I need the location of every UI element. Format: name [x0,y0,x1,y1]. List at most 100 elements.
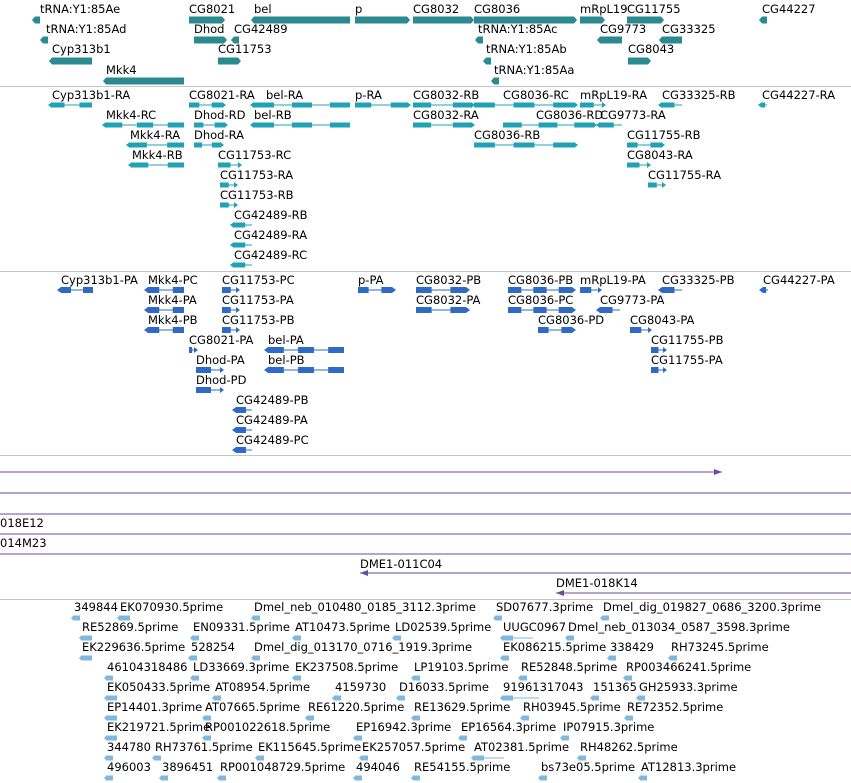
feature-cg8036-rc[interactable] [474,102,578,108]
est-dmel-neb-010480-0185-3112-3prime[interactable] [251,615,260,621]
feature-trna-y1-85ab[interactable] [483,57,491,65]
est-at08954-5prime[interactable] [212,695,221,701]
feature-cg33325-rb[interactable] [658,102,682,108]
feature-cg8021[interactable] [189,16,225,24]
feature-cg42489-pc[interactable] [232,447,252,453]
feature-cg11755-pa[interactable] [651,367,667,373]
feature-bel[interactable] [251,16,350,24]
est-ek257057-5prime[interactable] [359,755,368,761]
feature-p-ra[interactable] [355,102,411,108]
est-ek237508-5prime[interactable] [292,675,301,681]
feature-dhod-ra[interactable] [194,142,224,148]
feature-mkk4-pb[interactable] [144,327,184,333]
est-338429[interactable] [607,655,616,661]
est-ek050433-5prime[interactable] [104,695,117,701]
feature-cg42489-rc[interactable] [230,262,252,268]
feature-cg11753-rc[interactable] [218,162,242,168]
feature-cg11755-rb[interactable] [627,142,665,148]
est-dmel-dig-013170-0716-1919-3prime[interactable] [251,655,260,661]
feature-mkk4-rb[interactable] [128,162,184,168]
est-ld33669-3prime[interactable] [190,675,199,681]
feature-dhod-rd[interactable] [194,122,228,128]
feature-cg8032-pa[interactable] [416,307,470,313]
est-ep16942-3prime[interactable] [353,735,362,741]
est-ip07915-3prime[interactable] [560,735,569,741]
feature-cg42489-ra[interactable] [230,242,252,248]
est-sd07677-3prime[interactable] [493,615,502,621]
est-at02381-5prime[interactable] [471,755,504,761]
feature-cg11755-pb[interactable] [651,347,667,353]
est-349844[interactable] [71,615,80,621]
feature-cg8036[interactable] [474,16,577,24]
feature-cg9773-pa[interactable] [596,307,620,313]
feature-mrpl19[interactable] [580,16,605,24]
est-at12813-3prime[interactable] [638,775,647,781]
est-494046[interactable] [353,775,362,781]
est-rh48262-5prime[interactable] [577,755,586,761]
feature-mrpl19-ra[interactable] [580,102,606,108]
feature-mkk4-pc[interactable] [144,287,184,293]
feature-cg8043-ra[interactable] [627,162,651,168]
feature-cg8036-rb[interactable] [474,142,578,148]
feature-cg11753-pa[interactable] [222,307,240,313]
feature-dhod[interactable] [194,36,227,44]
clone-line[interactable] [0,469,722,475]
feature-cyp313b1[interactable] [49,57,92,65]
est-rp003466241-5prime[interactable] [623,675,632,681]
feature-cg8032[interactable] [413,16,474,24]
est-ek115645-5prime[interactable] [255,755,264,761]
feature-cg44227-pa[interactable] [759,287,768,293]
est-151365[interactable] [590,695,599,701]
feature-cg11753-pb[interactable] [222,327,240,333]
est-rh73245-5prime[interactable] [668,655,677,661]
est-3896451[interactable] [159,775,168,781]
feature-cg8043[interactable] [628,57,651,65]
feature-cg11755-ra[interactable] [648,182,666,188]
est-rh03945-5prime[interactable] [520,715,529,721]
feature-cg9773[interactable] [597,36,622,44]
feature-cg8043-pa[interactable] [630,327,652,333]
est-re52869-5prime[interactable] [79,635,92,641]
clone-dme1-011c04[interactable] [360,570,851,576]
est-rh73761-5prime[interactable] [152,755,161,761]
feature-cg44227[interactable] [759,16,767,24]
feature-cyp313b1-ra[interactable] [48,102,92,108]
est-re52848-5prime[interactable] [518,675,527,681]
est-ek219721-5prime[interactable] [104,735,117,741]
feature-cg42489[interactable] [231,36,239,44]
feature-trna-y1-85ac[interactable] [475,36,483,44]
feature-cg33325-pb[interactable] [658,287,682,293]
est-lp19103-5prime[interactable] [411,675,420,681]
est-91961317043[interactable] [500,695,539,701]
feature-cg42489-rb[interactable] [230,222,252,228]
feature-trna-y1-85ad[interactable] [40,36,48,44]
est-bs73e05-5prime[interactable] [538,775,547,781]
est-ep16564-3prime[interactable] [458,735,467,741]
feature-cg8032-ra[interactable] [413,122,475,128]
est-re13629-5prime[interactable] [411,715,420,721]
est-rp001022618-5prime[interactable] [202,735,211,741]
feature-dhod-pd[interactable] [196,387,224,393]
feature-dhod-pa[interactable] [196,367,224,373]
feature-bel-pa[interactable] [264,347,344,353]
est-496003[interactable] [104,775,113,781]
feature-cyp313b1-pa[interactable] [57,287,93,293]
feature-mkk4-ra[interactable] [126,142,184,148]
est-ek086215-5prime[interactable] [500,655,509,661]
feature-cg8036-pb[interactable] [508,287,576,293]
clone-dme1-018k14[interactable] [556,590,851,596]
feature-mkk4-pa[interactable] [144,307,184,313]
est-344780[interactable] [104,755,113,761]
feature-cg8032-rb[interactable] [413,102,475,108]
est-dmel-neb-013034-0587-3598-3prime[interactable] [565,635,574,641]
feature-trna-y1-85ae[interactable] [32,16,40,24]
feature-cg9773-ra[interactable] [596,122,622,128]
est-46104318486[interactable] [104,675,113,681]
est-4159730[interactable] [332,695,341,701]
est-ek229636-5prime[interactable] [79,655,92,661]
feature-bel-rb[interactable] [250,122,350,128]
est-re61220-5prime[interactable] [305,715,314,721]
est-rp001048729-5prime[interactable] [217,775,226,781]
est-d16033-5prime[interactable] [396,695,405,701]
est-gh25933-3prime[interactable] [636,695,645,701]
